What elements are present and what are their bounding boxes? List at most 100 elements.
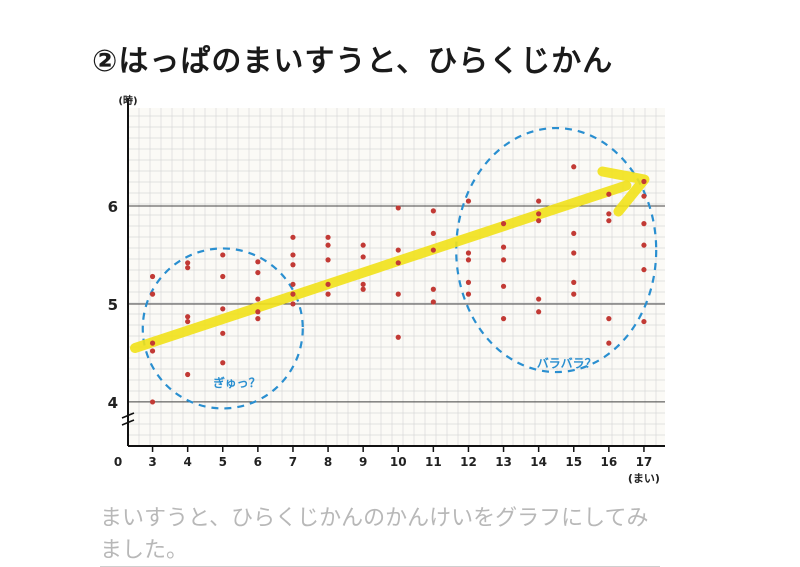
data-point bbox=[571, 250, 577, 256]
cluster-outline-right bbox=[455, 126, 658, 374]
data-point bbox=[536, 211, 542, 217]
data-point bbox=[641, 178, 647, 185]
data-point bbox=[149, 340, 156, 346]
data-point bbox=[430, 230, 436, 237]
data-point bbox=[220, 252, 226, 258]
data-point bbox=[395, 247, 401, 253]
data-point bbox=[395, 334, 401, 340]
data-point bbox=[325, 257, 331, 263]
data-point bbox=[606, 191, 612, 197]
data-point bbox=[606, 316, 612, 322]
y-tick-label: 6 bbox=[108, 198, 118, 216]
trend-arrow-shaft bbox=[130, 180, 632, 354]
data-point bbox=[290, 301, 296, 307]
data-point bbox=[149, 348, 156, 354]
data-point bbox=[536, 198, 542, 204]
data-point bbox=[606, 340, 612, 346]
data-point bbox=[185, 371, 191, 378]
data-point bbox=[185, 260, 191, 266]
data-point bbox=[255, 309, 261, 315]
data-point bbox=[255, 269, 261, 276]
axis-break-mark bbox=[121, 412, 135, 426]
data-point bbox=[641, 318, 647, 325]
data-point bbox=[606, 218, 612, 224]
data-point bbox=[500, 244, 507, 250]
caption: まいすうと、ひらくじかんのかんけいをグラフにしてみました。 bbox=[100, 500, 660, 567]
data-point bbox=[536, 309, 542, 315]
plot-area bbox=[128, 108, 665, 446]
data-point bbox=[430, 247, 436, 253]
x-axis-label: (まい) bbox=[628, 472, 660, 485]
axes bbox=[121, 98, 665, 452]
data-point bbox=[571, 230, 577, 237]
data-point bbox=[185, 314, 191, 320]
data-point bbox=[465, 291, 472, 297]
data-point bbox=[465, 279, 472, 285]
data-point bbox=[290, 291, 296, 297]
cluster-outline-left bbox=[141, 247, 304, 410]
data-point bbox=[500, 316, 507, 322]
data-point bbox=[290, 252, 296, 258]
chart-svg: 3 4 5 6 7 8 9 10 11 12 13 14 15 16 17 0 (まい) 4 5 6 (時) ぎゅっ？ バ… bbox=[108, 94, 665, 485]
x-tick-label: 12 bbox=[460, 455, 477, 469]
x-tick-label: 4 bbox=[183, 455, 191, 469]
data-point bbox=[325, 291, 331, 297]
data-point bbox=[641, 267, 647, 273]
data-point bbox=[641, 193, 647, 199]
data-point bbox=[465, 198, 472, 204]
data-point bbox=[149, 399, 156, 405]
origin-label: 0 bbox=[114, 455, 122, 469]
y-tick-label: 5 bbox=[108, 296, 118, 314]
data-point bbox=[500, 283, 507, 289]
grid-minor bbox=[127, 108, 665, 447]
data-point bbox=[500, 221, 507, 227]
y-axis-label: (時) bbox=[118, 94, 137, 107]
x-tick-label: 6 bbox=[254, 455, 262, 469]
data-point bbox=[536, 218, 542, 224]
data-point bbox=[185, 318, 191, 325]
data-point bbox=[290, 262, 296, 268]
data-point bbox=[360, 254, 366, 260]
data-point bbox=[465, 257, 472, 263]
data-point bbox=[430, 208, 436, 214]
x-tick-label: 17 bbox=[636, 455, 653, 469]
data-point bbox=[571, 291, 577, 297]
annotation-label: バラバラ？ bbox=[537, 357, 597, 371]
x-tick-label: 16 bbox=[600, 455, 617, 469]
x-tick-label: 14 bbox=[530, 455, 547, 469]
data-point bbox=[641, 242, 647, 248]
data-point bbox=[185, 265, 191, 271]
data-point bbox=[220, 330, 226, 336]
data-point bbox=[395, 291, 401, 297]
data-point bbox=[360, 281, 366, 287]
data-point bbox=[149, 291, 156, 297]
x-tick-label: 8 bbox=[324, 455, 332, 469]
x-tick-label: 15 bbox=[565, 455, 582, 469]
data-point bbox=[430, 299, 436, 305]
data-point bbox=[571, 164, 577, 170]
data-point bbox=[220, 273, 226, 280]
tick-labels: 3 4 5 6 7 8 9 10 11 12 13 14 15 16 17 0 (まい) 4 5 6 (時) bbox=[108, 94, 660, 485]
data-point bbox=[500, 257, 507, 263]
data-point bbox=[430, 286, 436, 292]
data-point bbox=[641, 221, 647, 227]
chart-title: ②はっぱのまいすうと、ひらくじかん bbox=[92, 44, 614, 79]
data-point bbox=[360, 286, 366, 292]
data-point bbox=[325, 242, 331, 248]
data-point bbox=[220, 306, 226, 312]
annotations: ぎゅっ？ バラバラ？ bbox=[213, 357, 597, 391]
x-tick-label: 7 bbox=[289, 455, 297, 469]
x-tick-label: 3 bbox=[148, 455, 156, 469]
data-point bbox=[571, 279, 577, 285]
data-point bbox=[395, 260, 401, 266]
data-point bbox=[255, 296, 261, 302]
x-tick-label: 11 bbox=[425, 455, 442, 469]
data-point bbox=[360, 242, 366, 248]
x-tick-label: 10 bbox=[390, 455, 407, 469]
data-point bbox=[536, 296, 542, 302]
data-point bbox=[290, 281, 296, 287]
data-point bbox=[395, 205, 401, 211]
scatter-chart: 3 4 5 6 7 8 9 10 11 12 13 14 15 16 17 0 (まい) 4 5 6 (時) ぎゅっ？ バ… bbox=[90, 86, 680, 486]
data-point bbox=[325, 234, 331, 240]
x-tick-label: 5 bbox=[219, 455, 227, 469]
